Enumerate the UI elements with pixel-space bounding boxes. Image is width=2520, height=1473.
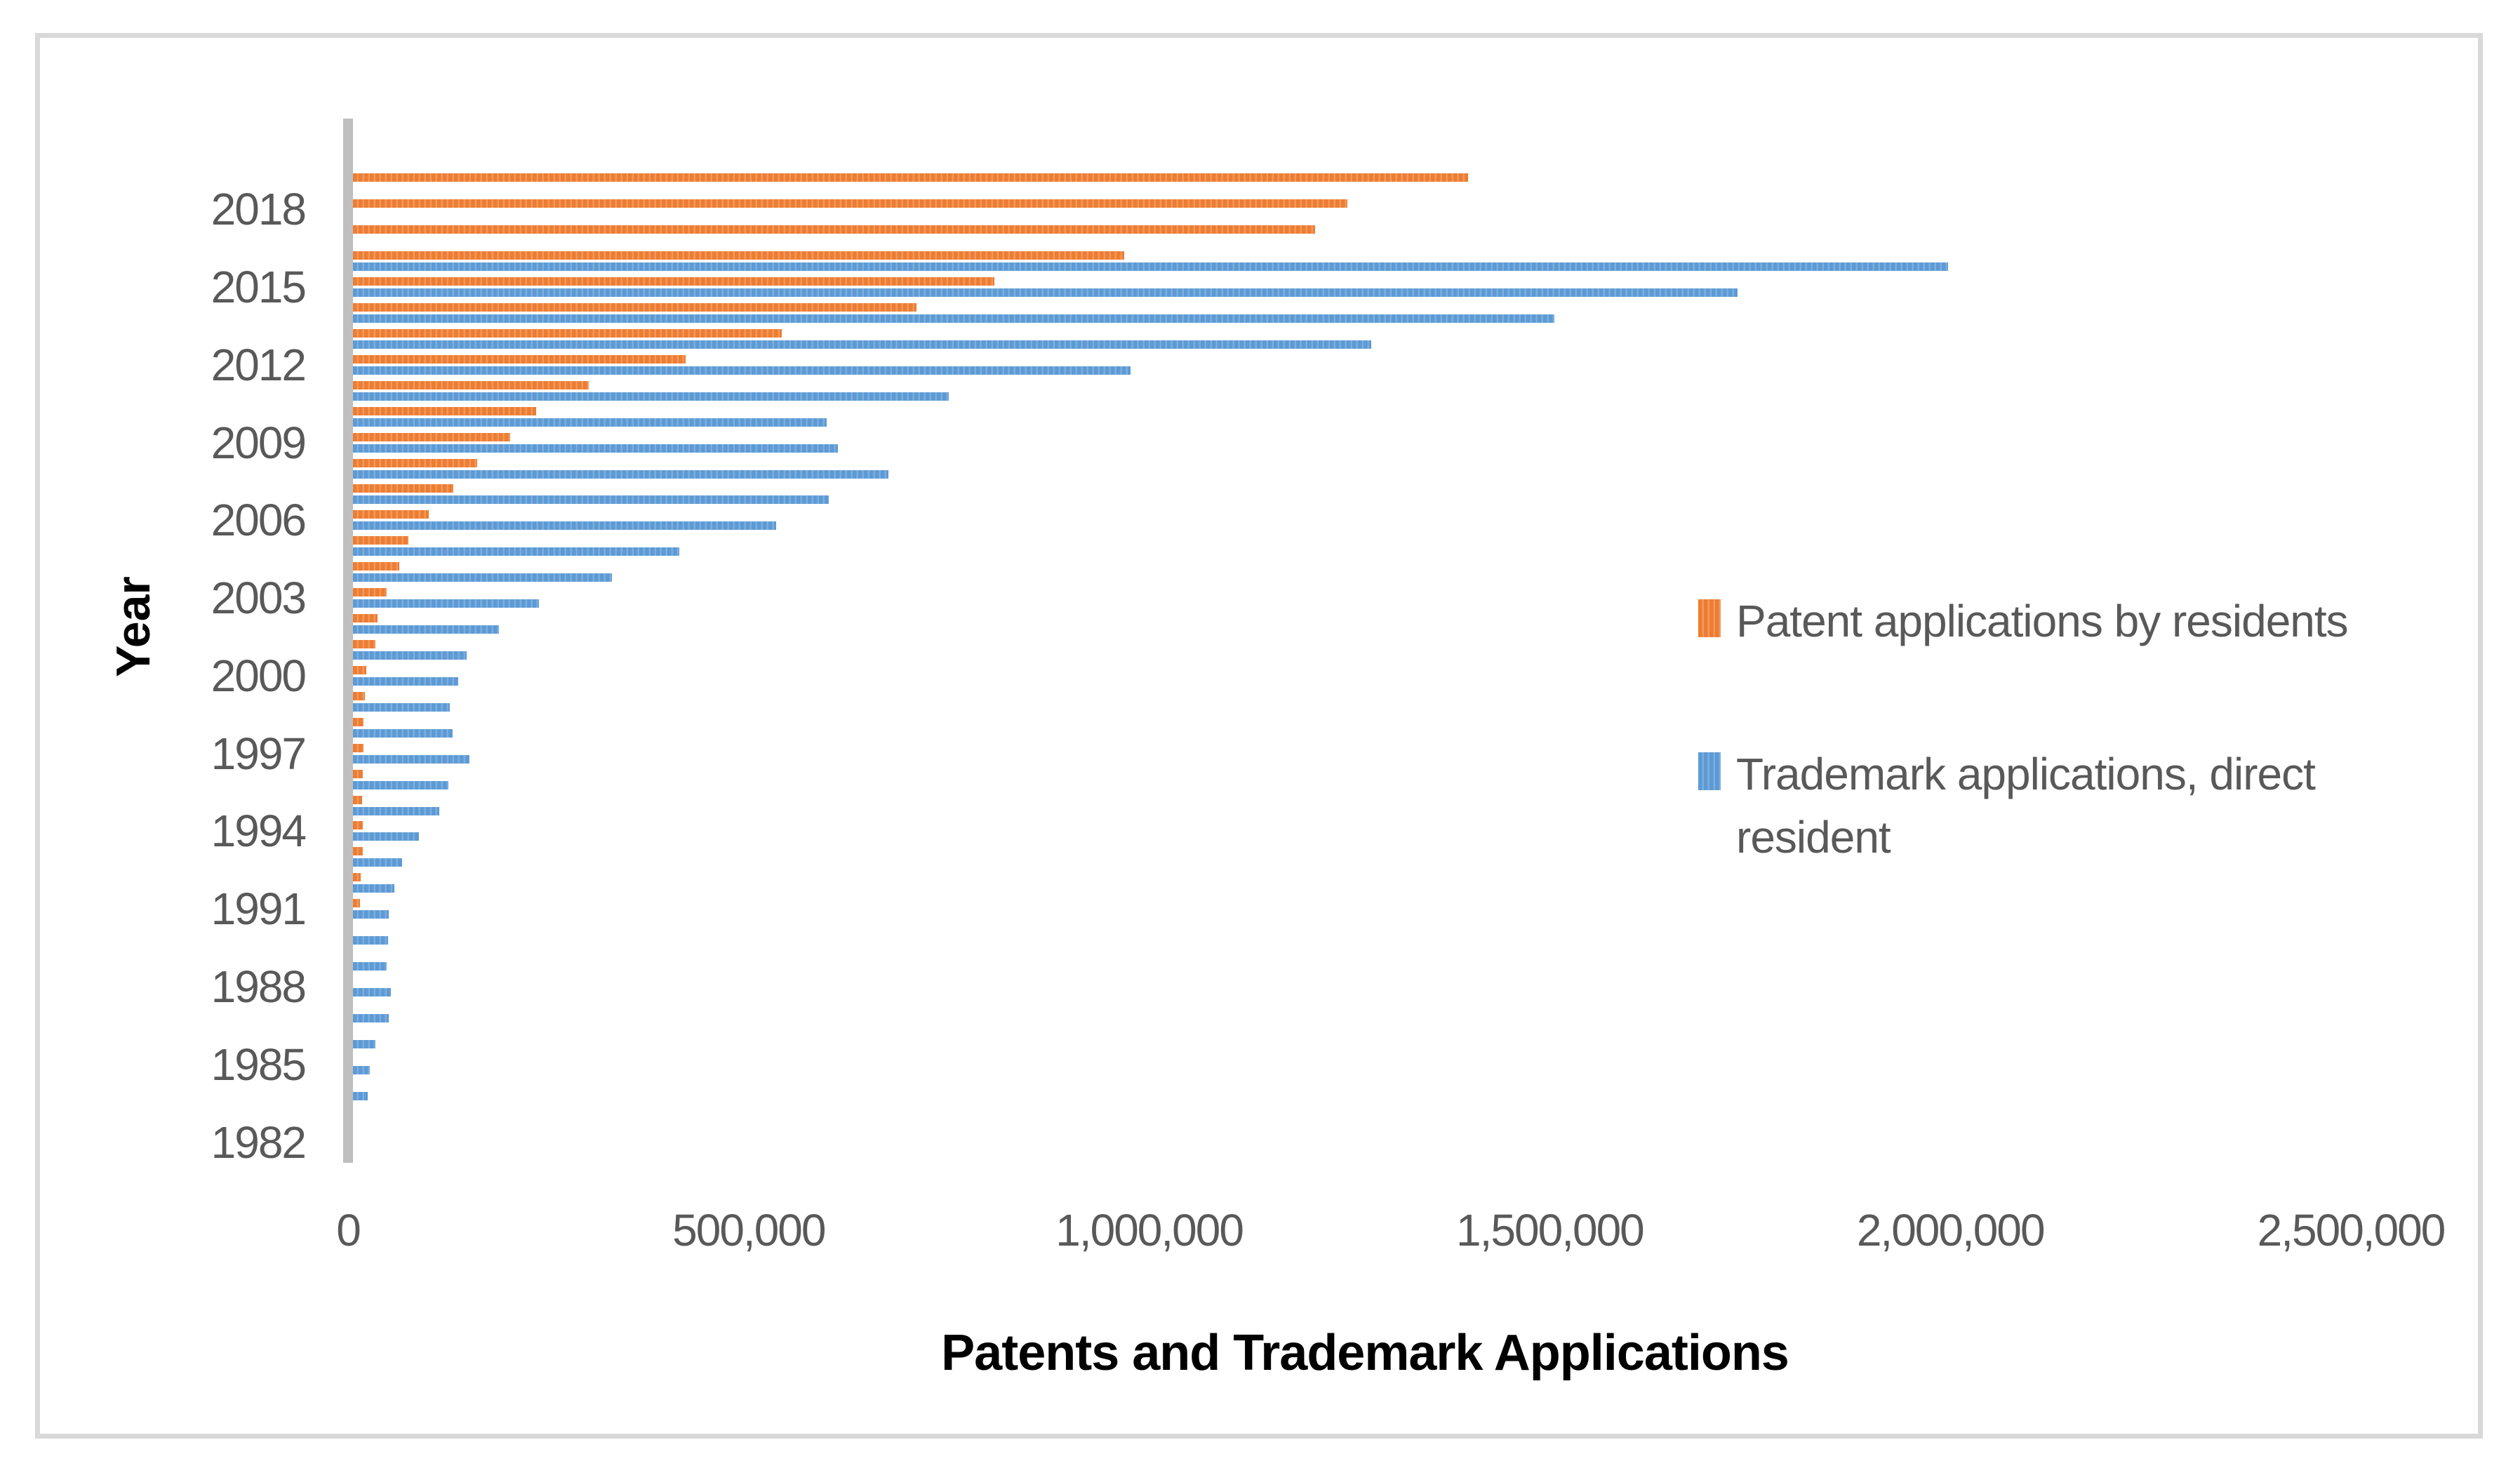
y-tick-2003: 2003 [211,573,307,624]
bar-patent-2001 [353,640,375,648]
bar-trademark-2011 [353,392,949,401]
bar-patent-2011 [353,380,589,389]
trademark-series-legend-swatch-icon [1698,752,1721,790]
bar-patent-2014 [353,302,916,312]
bar-patent-1991 [353,899,361,908]
bar-patent-1998 [353,717,364,726]
y-tick-1982: 1982 [211,1117,307,1168]
bar-trademark-2013 [353,340,1371,349]
bar-trademark-2014 [353,314,1555,323]
bar-trademark-2015 [353,288,1738,298]
y-tick-2015: 2015 [211,262,307,312]
x-tick-1500000: 1,500,000 [1456,1205,1645,1255]
bar-patent-2004 [353,562,400,571]
bar-trademark-1988 [353,988,391,997]
bar-patent-2007 [353,484,453,493]
bar-patent-2006 [353,510,429,519]
bar-trademark-1984 [353,1091,368,1100]
bar-patent-2009 [353,432,510,441]
x-tick-0: 0 [336,1205,361,1255]
y-tick-2018: 2018 [211,184,307,235]
y-axis-title: Year [107,576,160,677]
bar-patent-2003 [353,588,387,597]
bar-trademark-1992 [353,884,395,893]
bar-trademark-2008 [353,469,888,479]
bar-trademark-1990 [353,936,389,945]
bar-trademark-2010 [353,418,827,427]
x-tick-2000000: 2,000,000 [1856,1205,2046,1255]
y-tick-1994: 1994 [211,806,307,857]
bar-patent-2015 [353,277,995,286]
legend-label-trademark: Trademark applications, direct resident [1736,749,2316,862]
bar-patent-1999 [353,691,366,700]
x-tick-2500000: 2,500,000 [2257,1205,2446,1255]
bar-trademark-2016 [353,262,1948,272]
bar-patent-2018 [353,199,1347,208]
bar-patent-1996 [353,769,363,778]
bar-trademark-1989 [353,962,387,971]
bar-patent-2013 [353,328,782,338]
bar-trademark-2004 [353,573,612,582]
bar-patent-1995 [353,795,362,804]
x-axis-title: Patents and Trademark Applications [941,1325,1789,1381]
y-tick-2000: 2000 [211,650,307,701]
bar-trademark-1996 [353,780,448,789]
y-tick-1985: 1985 [211,1039,307,1090]
bar-patent-2012 [353,354,686,364]
bar-patent-2008 [353,458,477,467]
bar-patent-2000 [353,665,367,674]
bar-trademark-1991 [353,910,389,919]
bar-patent-2016 [353,251,1125,260]
legend-label-patent: Patent applications by residents [1736,596,2349,646]
y-tick-2006: 2006 [211,495,307,546]
bar-patent-1993 [353,847,363,856]
y-tick-1997: 1997 [211,728,307,779]
bar-trademark-1994 [353,832,419,841]
y-tick-2012: 2012 [211,339,307,390]
bar-trademark-2005 [353,547,679,556]
y-tick-1988: 1988 [211,961,307,1012]
bar-trademark-2003 [353,599,539,608]
bar-patent-2019 [353,173,1469,182]
bar-trademark-1986 [353,1039,375,1048]
bar-trademark-1997 [353,754,469,764]
bar-patent-2017 [353,225,1316,234]
bar-patent-2005 [353,536,408,545]
bar-trademark-1998 [353,728,453,738]
x-tick-1000000: 1,000,000 [1055,1205,1244,1255]
bar-trademark-2006 [353,521,776,531]
bar-trademark-2002 [353,625,499,634]
bar-patent-1994 [353,821,363,830]
y-tick-1991: 1991 [211,884,307,935]
bar-trademark-1995 [353,806,440,815]
bar-trademark-2012 [353,366,1131,375]
y-axis-line [343,119,353,1163]
bar-trademark-1985 [353,1065,370,1074]
bar-trademark-1999 [353,702,451,712]
legend-entry-trademark: Trademark applications, direct resident [1698,742,2431,869]
chart-border [35,33,2483,1439]
bar-patent-2010 [353,406,537,415]
bar-patent-1992 [353,873,361,882]
y-tick-2009: 2009 [211,417,307,468]
patent-series-legend-swatch-icon [1698,599,1721,637]
bar-trademark-2000 [353,676,458,686]
bar-trademark-1987 [353,1013,389,1022]
x-tick-500000: 500,000 [672,1205,826,1255]
bar-trademark-1993 [353,858,402,867]
bar-trademark-2007 [353,495,829,505]
bar-patent-1997 [353,743,364,752]
bar-trademark-2001 [353,651,467,660]
bar-trademark-2009 [353,444,838,453]
legend-entry-patent: Patent applications by residents [1698,589,2431,653]
bar-patent-2002 [353,614,378,623]
